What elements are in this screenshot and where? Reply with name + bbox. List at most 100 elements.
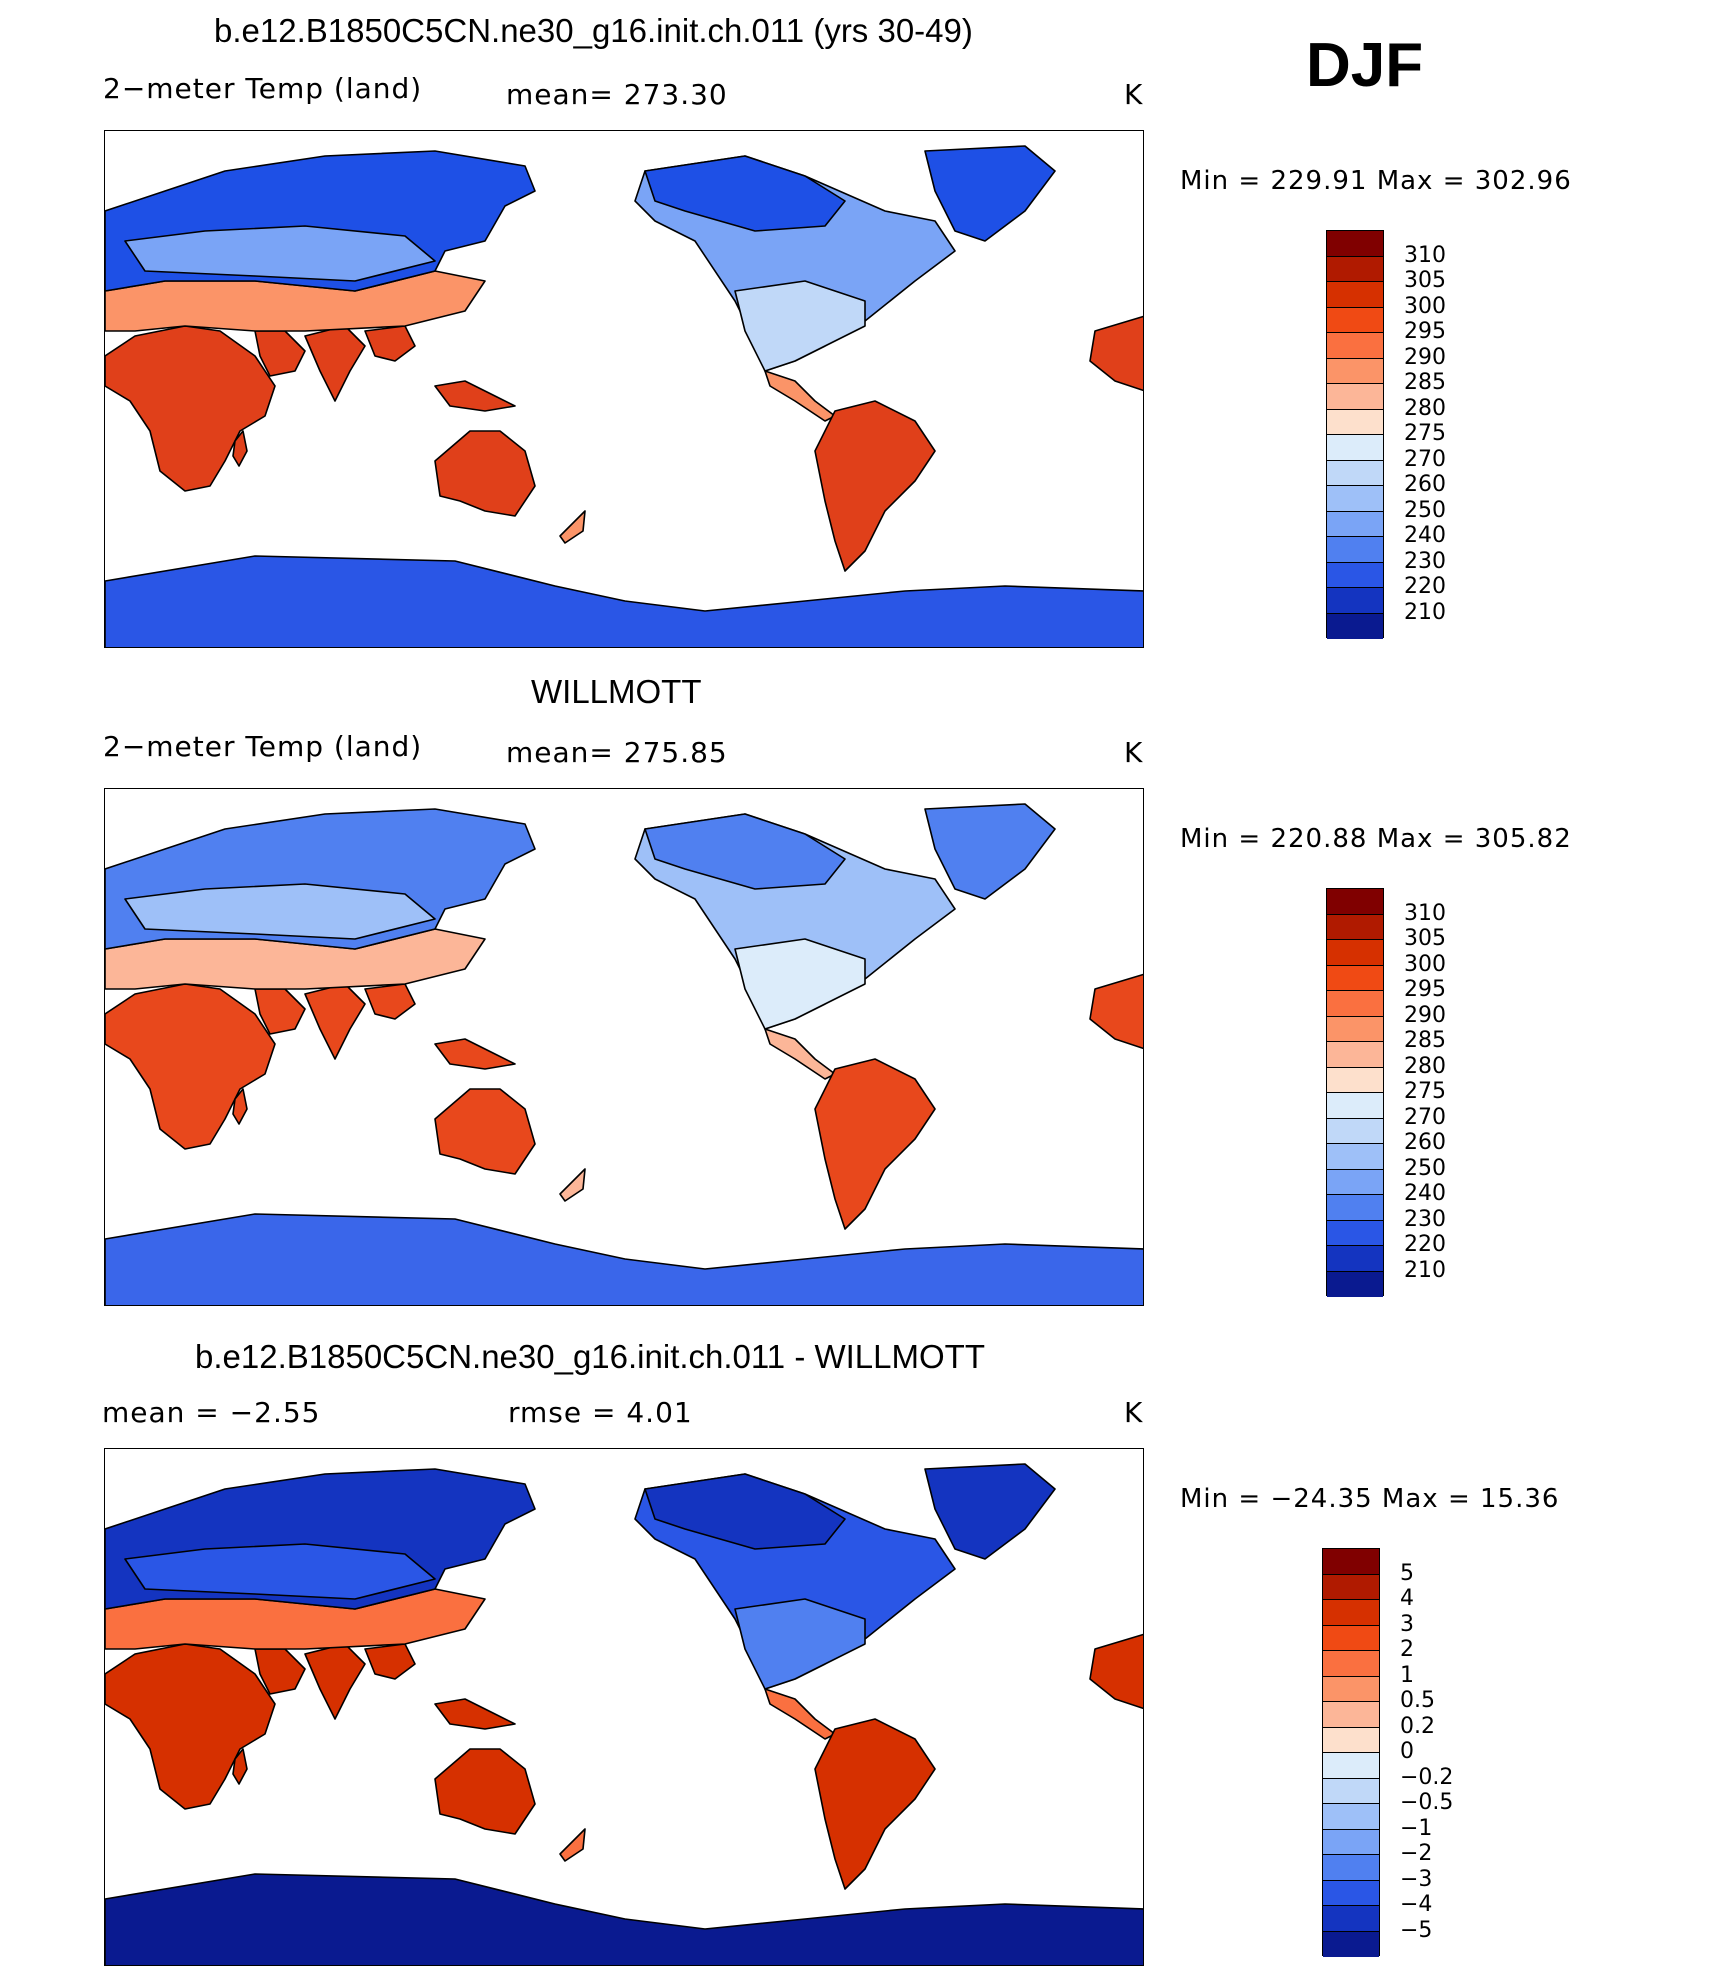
panel2-colorbar (1326, 888, 1384, 1297)
greenland-landmass (924, 145, 1056, 242)
north-america-north-landmass (644, 1473, 846, 1550)
se-asia-landmass (364, 1643, 416, 1680)
colorbar-swatch (1327, 358, 1383, 384)
colorbar-tick-label: 210 (1404, 599, 1446, 625)
colorbar-swatch (1327, 537, 1383, 563)
madagascar-landmass (232, 1088, 248, 1125)
colorbar-swatch (1327, 1093, 1383, 1119)
colorbar-swatch (1323, 1625, 1379, 1651)
colorbar-swatch (1327, 1144, 1383, 1170)
antarctica-landmass (105, 1873, 1143, 1965)
colorbar-tick-label: 310 (1404, 242, 1446, 268)
colorbar-tick-label: 240 (1404, 1181, 1446, 1206)
panel2-units: K (1124, 736, 1144, 769)
panel3-units: K (1124, 1396, 1144, 1429)
new-zealand-landmass (559, 1828, 586, 1862)
colorbar-tick-label: 4 (1400, 1586, 1414, 1611)
colorbar-tick-label: 220 (1404, 1232, 1446, 1257)
colorbar-swatch (1327, 940, 1383, 966)
colorbar-tick-label: −5 (1400, 1917, 1433, 1943)
africa-east-edge-landmass (1089, 1633, 1143, 1710)
colorbar-swatch (1327, 256, 1383, 282)
colorbar-tick-label: 295 (1404, 319, 1446, 344)
central-america-landmass (764, 1688, 836, 1740)
antarctica-landmass (105, 555, 1143, 647)
madagascar-landmass (232, 430, 248, 467)
colorbar-swatch (1323, 1727, 1379, 1753)
colorbar-swatch (1327, 460, 1383, 486)
colorbar-tick-label: 270 (1404, 1104, 1446, 1130)
colorbar-tick-label: 280 (1404, 1053, 1446, 1079)
colorbar-swatch (1327, 1246, 1383, 1272)
colorbar-swatch (1323, 1931, 1379, 1957)
colorbar-swatch (1327, 282, 1383, 308)
colorbar-swatch (1323, 1804, 1379, 1830)
colorbar-swatch (1323, 1778, 1379, 1804)
colorbar-tick-label: 3 (1400, 1611, 1414, 1637)
panel1-title: b.e12.B1850C5CN.ne30_g16.init.ch.011 (yr… (214, 12, 973, 49)
eurasia-mid-landmass (124, 1543, 436, 1600)
colorbar-tick-label: 260 (1404, 1130, 1446, 1155)
colorbar-tick-label: 220 (1404, 574, 1446, 599)
colorbar-swatch (1327, 231, 1383, 257)
panel3-title: b.e12.B1850C5CN.ne30_g16.init.ch.011 - W… (195, 1338, 985, 1375)
south-america-landmass (814, 1718, 936, 1890)
panel2-mean: mean= 275.85 (506, 736, 728, 769)
colorbar-tick-label: 275 (1404, 421, 1446, 446)
colorbar-swatch (1327, 1042, 1383, 1068)
colorbar-tick-label: 250 (1404, 497, 1446, 523)
colorbar-swatch (1323, 1880, 1379, 1906)
north-america-south-landmass (734, 938, 866, 1030)
panel1-variable: 2−meter Temp (land) (103, 72, 423, 105)
africa-landmass (105, 983, 276, 1150)
colorbar-swatch (1327, 1169, 1383, 1195)
panel2-map (104, 788, 1144, 1306)
colorbar-tick-label: −3 (1400, 1866, 1433, 1892)
colorbar-swatch (1323, 1829, 1379, 1855)
colorbar-tick-label: 1 (1400, 1662, 1414, 1688)
africa-east-edge-landmass (1089, 315, 1143, 392)
africa-landmass (105, 1643, 276, 1810)
colorbar-swatch (1327, 1195, 1383, 1221)
se-asia-landmass (364, 983, 416, 1020)
colorbar-tick-label: −1 (1400, 1815, 1433, 1841)
colorbar-tick-label: 230 (1404, 548, 1446, 574)
antarctica-landmass (105, 1213, 1143, 1305)
colorbar-tick-label: 270 (1404, 446, 1446, 472)
colorbar-swatch (1327, 1016, 1383, 1042)
colorbar-tick-label: 240 (1404, 523, 1446, 548)
colorbar-tick-label: −0.2 (1400, 1764, 1454, 1790)
panel3-min-max: Min = −24.35 Max = 15.36 (1180, 1484, 1560, 1514)
colorbar-swatch (1323, 1600, 1379, 1626)
colorbar-tick-label: 290 (1404, 344, 1446, 370)
panel3-mean: mean = −2.55 (102, 1396, 321, 1429)
colorbar-tick-label: 210 (1404, 1257, 1446, 1283)
colorbar-tick-label: 0 (1400, 1739, 1414, 1764)
panel1-units: K (1124, 78, 1144, 111)
colorbar-tick-label: 2 (1400, 1637, 1414, 1662)
panel1-min-max: Min = 229.91 Max = 302.96 (1180, 166, 1572, 196)
colorbar-swatch (1327, 307, 1383, 333)
colorbar-tick-label: −4 (1400, 1892, 1433, 1917)
colorbar-swatch (1323, 1549, 1379, 1575)
colorbar-swatch (1323, 1702, 1379, 1728)
africa-east-edge-landmass (1089, 973, 1143, 1050)
panel1-colorbar (1326, 230, 1384, 639)
season-label: DJF (1306, 31, 1424, 100)
colorbar-swatch (1327, 435, 1383, 461)
colorbar-swatch (1327, 562, 1383, 588)
colorbar-swatch (1327, 965, 1383, 991)
colorbar-swatch (1323, 1753, 1379, 1779)
colorbar-swatch (1323, 1651, 1379, 1677)
colorbar-tick-label: 285 (1404, 370, 1446, 395)
colorbar-swatch (1327, 588, 1383, 614)
eurasia-mid-landmass (124, 225, 436, 282)
colorbar-tick-label: 0.2 (1400, 1713, 1435, 1739)
colorbar-tick-label: 250 (1404, 1155, 1446, 1181)
colorbar-swatch (1327, 613, 1383, 639)
panel2-variable: 2−meter Temp (land) (103, 730, 423, 763)
colorbar-swatch (1327, 889, 1383, 915)
colorbar-swatch (1327, 409, 1383, 435)
colorbar-swatch (1323, 1574, 1379, 1600)
north-america-south-landmass (734, 280, 866, 372)
